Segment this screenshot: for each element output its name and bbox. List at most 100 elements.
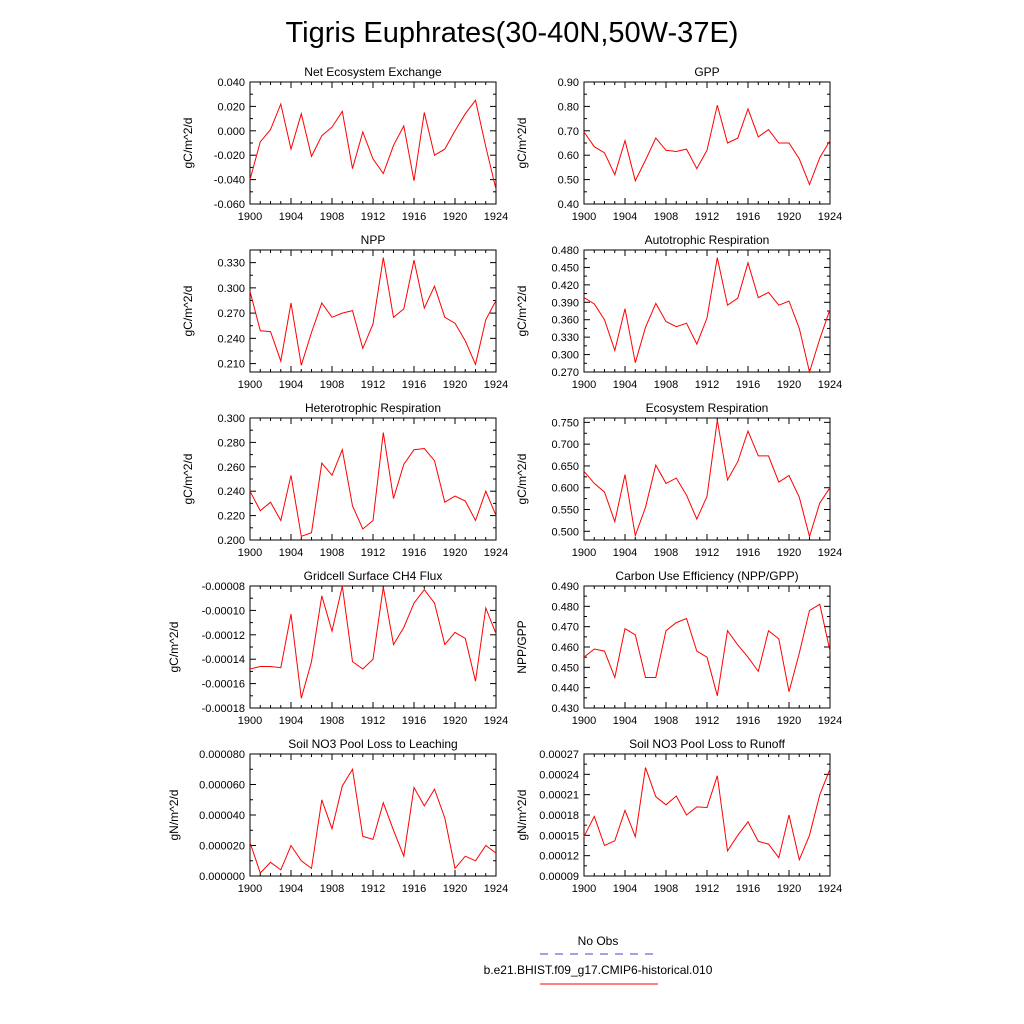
panel-title: NPP [361,233,386,247]
x-tick-label: 1916 [736,211,760,223]
y-tick-label: 0.490 [551,581,579,593]
y-tick-label: -0.060 [214,199,245,211]
y-tick-label: 0.60 [558,150,579,162]
y-tick-label: 0.430 [551,703,579,715]
x-tick-label: 1916 [736,715,760,727]
x-tick-label: 1908 [654,211,678,223]
x-tick-label: 1900 [238,715,262,727]
y-tick-label: 0.000000 [199,871,245,883]
y-tick-label: 0.00012 [539,851,579,863]
series-line [249,767,497,874]
x-tick-label: 1912 [361,379,385,391]
y-tick-label: -0.00014 [202,654,245,666]
y-tick-label: 0.50 [558,175,579,187]
series-line [249,585,497,699]
x-tick-label: 1920 [777,547,801,559]
y-tick-label: 0.260 [217,462,245,474]
x-tick-label: 1916 [402,883,426,895]
y-tick-label: 0.00015 [539,830,579,842]
x-tick-label: 1900 [238,379,262,391]
y-tick-label: 0.360 [551,315,579,327]
legend: No Obs b.e21.BHIST.f09_g17.CMIP6-histori… [484,934,713,985]
y-tick-label: 0.300 [217,283,245,295]
x-tick-label: 1924 [484,547,508,559]
y-tick-label: -0.00018 [202,703,245,715]
x-tick-label: 1920 [443,883,467,895]
y-tick-label: -0.040 [214,175,245,187]
panel-6: Gridcell Surface CH4 Flux -0.00008 -0.0001… [167,569,508,727]
y-tick-label: -0.00008 [202,581,245,593]
panel-title: Net Ecosystem Exchange [304,65,442,79]
panel-title: Soil NO3 Pool Loss to Runoff [629,737,786,751]
x-tick-label: 1912 [695,211,719,223]
x-tick-label: 1920 [777,211,801,223]
panel-5: Ecosystem Respiration 0.750 0.700 0.650 0.60… [515,401,842,559]
y-tick-label: 0.450 [551,662,579,674]
x-tick-label: 1904 [279,715,303,727]
x-tick-label: 1916 [402,211,426,223]
y-axis-label: NPP/GPP [515,620,529,673]
x-tick-label: 1900 [238,883,262,895]
x-tick-label: 1924 [484,883,508,895]
x-tick-label: 1920 [443,211,467,223]
x-tick-label: 1916 [402,379,426,391]
y-tick-label: 0.240 [217,486,245,498]
y-tick-label: -0.020 [214,150,245,162]
y-axis-label: gC/m^2/d [181,118,195,169]
y-tick-label: 0.480 [551,245,579,257]
plot-frame [249,249,497,373]
panel-3: Autotrophic Respiration 0.480 0.450 0.420 0.… [515,233,842,391]
x-tick-label: 1904 [613,715,637,727]
x-tick-label: 1924 [818,883,842,895]
y-tick-label: 0.550 [551,505,579,517]
x-tick-label: 1900 [572,379,596,391]
x-tick-label: 1904 [613,547,637,559]
x-tick-label: 1912 [695,715,719,727]
y-tick-label: 0.700 [551,439,579,451]
y-tick-label: 0.420 [551,280,579,292]
y-tick-label: 0.00018 [539,810,579,822]
y-tick-label: 0.80 [558,101,579,113]
x-tick-label: 1920 [443,715,467,727]
series-line [249,257,497,366]
x-tick-label: 1912 [695,547,719,559]
x-tick-label: 1916 [736,883,760,895]
panels: Net Ecosystem Exchange 0.040 0.020 0.000 -0.… [167,65,842,895]
y-tick-label: 0.270 [217,308,245,320]
x-tick-label: 1904 [613,379,637,391]
y-tick-label: 0.330 [551,332,579,344]
panel-4: Heterotrophic Respiration 0.300 0.280 0.260… [181,401,508,559]
y-axis-label: gC/m^2/d [515,454,529,505]
x-tick-label: 1924 [484,715,508,727]
plot-frame [583,753,831,877]
x-tick-label: 1916 [402,547,426,559]
y-tick-label: 0.00009 [539,871,579,883]
x-tick-label: 1904 [279,883,303,895]
y-tick-label: 0.650 [551,461,579,473]
y-tick-label: 0.240 [217,333,245,345]
y-axis-label: gN/m^2/d [515,790,529,841]
plot-frame [583,417,831,541]
x-tick-label: 1924 [818,379,842,391]
x-tick-label: 1908 [654,883,678,895]
x-tick-label: 1908 [654,715,678,727]
x-tick-label: 1908 [320,715,344,727]
x-tick-label: 1908 [654,379,678,391]
y-axis-label: gC/m^2/d [515,286,529,337]
panel-title: Autotrophic Respiration [645,233,770,247]
plot-frame [249,585,497,709]
x-tick-label: 1912 [695,883,719,895]
y-tick-label: 0.000040 [199,810,245,822]
x-tick-label: 1904 [613,211,637,223]
series-line [249,99,497,190]
y-axis-label: gC/m^2/d [181,454,195,505]
x-tick-label: 1908 [320,211,344,223]
y-tick-label: 0.40 [558,199,579,211]
legend-label-no-obs: No Obs [578,934,619,948]
x-tick-label: 1900 [238,211,262,223]
y-tick-label: 0.00027 [539,749,579,761]
x-tick-label: 1924 [818,211,842,223]
y-axis-label: gC/m^2/d [181,286,195,337]
